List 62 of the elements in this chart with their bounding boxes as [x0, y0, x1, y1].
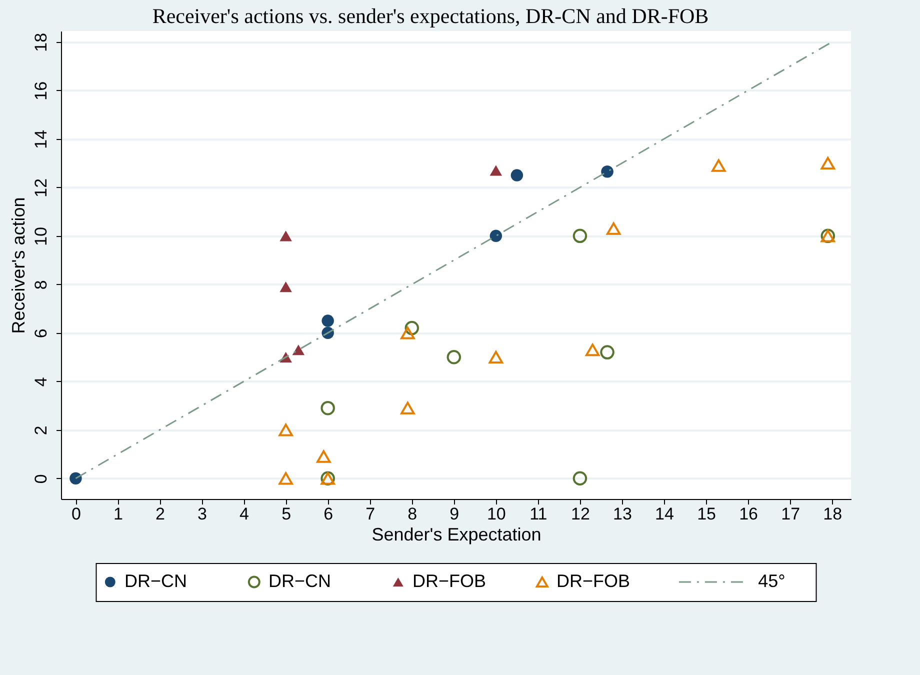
- x-tick-label: 3: [198, 504, 208, 524]
- x-tick-label: 4: [240, 504, 250, 524]
- legend-label: 45°: [758, 571, 786, 591]
- point: [280, 230, 292, 242]
- point: [400, 326, 415, 340]
- x-tick-label: 2: [156, 504, 165, 524]
- chart-title: Receiver's actions vs. sender's expectations, DR-CN and DR-FOB: [152, 4, 709, 28]
- x-tick-label: 1: [113, 504, 123, 524]
- y-tick-label: 18: [32, 32, 50, 52]
- point: [585, 344, 600, 356]
- legend-label: DR−CN: [124, 571, 188, 591]
- legend-label: DR−FOB: [412, 571, 486, 591]
- legend-label: DR−FOB: [556, 571, 630, 591]
- point: [316, 450, 331, 463]
- point: [404, 320, 419, 336]
- y-axis-title: Receiver's action: [8, 197, 28, 334]
- y-tick-label: 4: [32, 377, 50, 387]
- point: [320, 400, 335, 416]
- x-tick-label: 16: [739, 504, 758, 524]
- point: [712, 159, 726, 172]
- x-tick-label: 5: [282, 504, 292, 524]
- point: [510, 169, 524, 182]
- x-tick-label: 15: [697, 504, 716, 524]
- y-tick-label: 0: [32, 474, 50, 484]
- point: [490, 230, 502, 242]
- point: [488, 350, 504, 364]
- x-tick-label: 11: [530, 504, 548, 524]
- x-tick-label: 7: [366, 504, 376, 524]
- point: [280, 282, 292, 292]
- point: [601, 166, 614, 178]
- x-tick-label: 13: [613, 504, 632, 524]
- legend-label: DR−CN: [268, 571, 332, 591]
- point: [572, 228, 588, 244]
- point: [292, 344, 305, 356]
- point: [600, 345, 614, 360]
- x-axis-title: Sender's Expectation: [372, 524, 542, 544]
- x-tick-label: 12: [571, 504, 590, 524]
- point: [572, 471, 588, 486]
- x-tick-label: 8: [408, 504, 418, 524]
- point: [606, 222, 621, 235]
- point: [278, 424, 293, 436]
- x-tick-label: 9: [450, 504, 460, 524]
- point: [446, 350, 462, 364]
- x-tick-label: 0: [71, 504, 81, 524]
- x-tick-label: 17: [781, 504, 800, 524]
- y-tick-label: 14: [32, 130, 50, 149]
- x-tick-label: 18: [823, 504, 842, 524]
- point: [490, 165, 502, 176]
- x-tick-label: 14: [655, 504, 674, 524]
- x-tick-label: 6: [324, 504, 334, 524]
- point: [400, 402, 415, 414]
- y-tick-label: 16: [32, 81, 50, 100]
- point: [322, 314, 334, 327]
- point: [820, 156, 836, 170]
- point: [278, 472, 293, 485]
- y-tick-label: 6: [32, 328, 50, 338]
- x-tick-label: 10: [486, 504, 506, 524]
- y-tick-label: 10: [32, 226, 50, 246]
- point: [70, 472, 82, 484]
- y-tick-label: 12: [32, 178, 50, 198]
- y-tick-label: 2: [32, 426, 50, 436]
- y-tick-label: 8: [32, 280, 50, 290]
